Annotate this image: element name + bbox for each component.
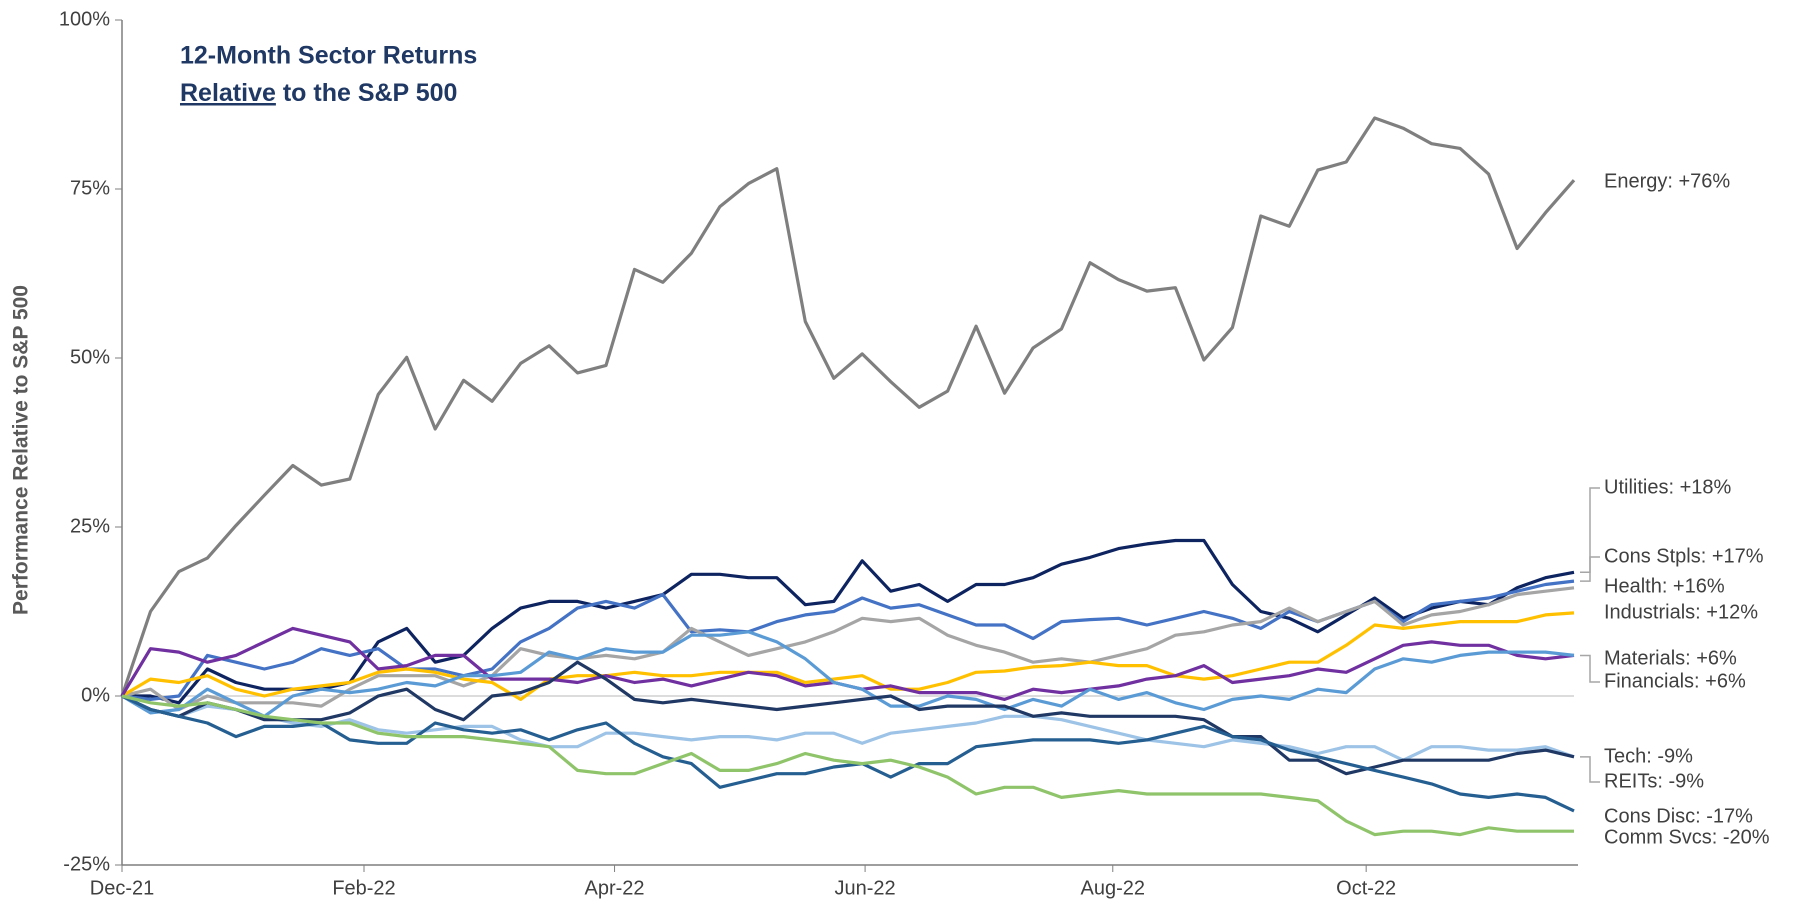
series-line: [121, 694, 1575, 813]
y-tick-label: 100%: [59, 8, 110, 30]
y-axis-label: Performance Relative to S&P 500: [10, 285, 33, 615]
y-tick-label: 0%: [81, 684, 110, 706]
series-label: Comm Svcs: -20%: [1604, 826, 1770, 848]
series-label: Cons Disc: -17%: [1604, 805, 1753, 827]
series-label: Cons Stpls: +17%: [1604, 545, 1764, 567]
x-tick-label: Feb-22: [332, 877, 395, 899]
series-label: Utilities: +18%: [1604, 476, 1731, 498]
series-label: Materials: +6%: [1604, 647, 1737, 669]
leader-line: [1580, 556, 1600, 582]
series-label: REITs: -9%: [1604, 770, 1704, 792]
y-tick-label: -25%: [63, 853, 110, 875]
series-line: [122, 538, 1575, 705]
x-tick-label: Dec-21: [90, 877, 154, 899]
series-line: [121, 694, 1574, 837]
series-line: [121, 611, 1575, 702]
y-tick-label: 75%: [70, 177, 110, 199]
series-line: [121, 694, 1575, 762]
x-tick-label: Jun-22: [835, 877, 896, 899]
series-label: Health: +16%: [1604, 575, 1725, 597]
y-tick-label: 50%: [70, 346, 110, 368]
x-tick-label: Oct-22: [1336, 877, 1396, 899]
leader-line: [1580, 487, 1600, 574]
series-line: [120, 116, 1576, 697]
chart-title: 12-Month Sector Returns: [180, 42, 477, 70]
series-label: Tech: -9%: [1604, 745, 1693, 767]
series-label: Industrials: +12%: [1604, 601, 1758, 623]
leader-line: [1580, 654, 1600, 683]
series-label: Energy: +76%: [1604, 170, 1730, 192]
series-line: [121, 630, 1575, 718]
series-line: [121, 660, 1575, 776]
x-tick-label: Apr-22: [585, 877, 645, 899]
chart-subtitle: Relative to the S&P 500: [180, 79, 457, 107]
x-tick-label: Aug-22: [1081, 877, 1146, 899]
series-line: [121, 586, 1575, 712]
leader-line: [1580, 756, 1600, 783]
series-label: Financials: +6%: [1604, 670, 1746, 692]
y-tick-label: 25%: [70, 515, 110, 537]
